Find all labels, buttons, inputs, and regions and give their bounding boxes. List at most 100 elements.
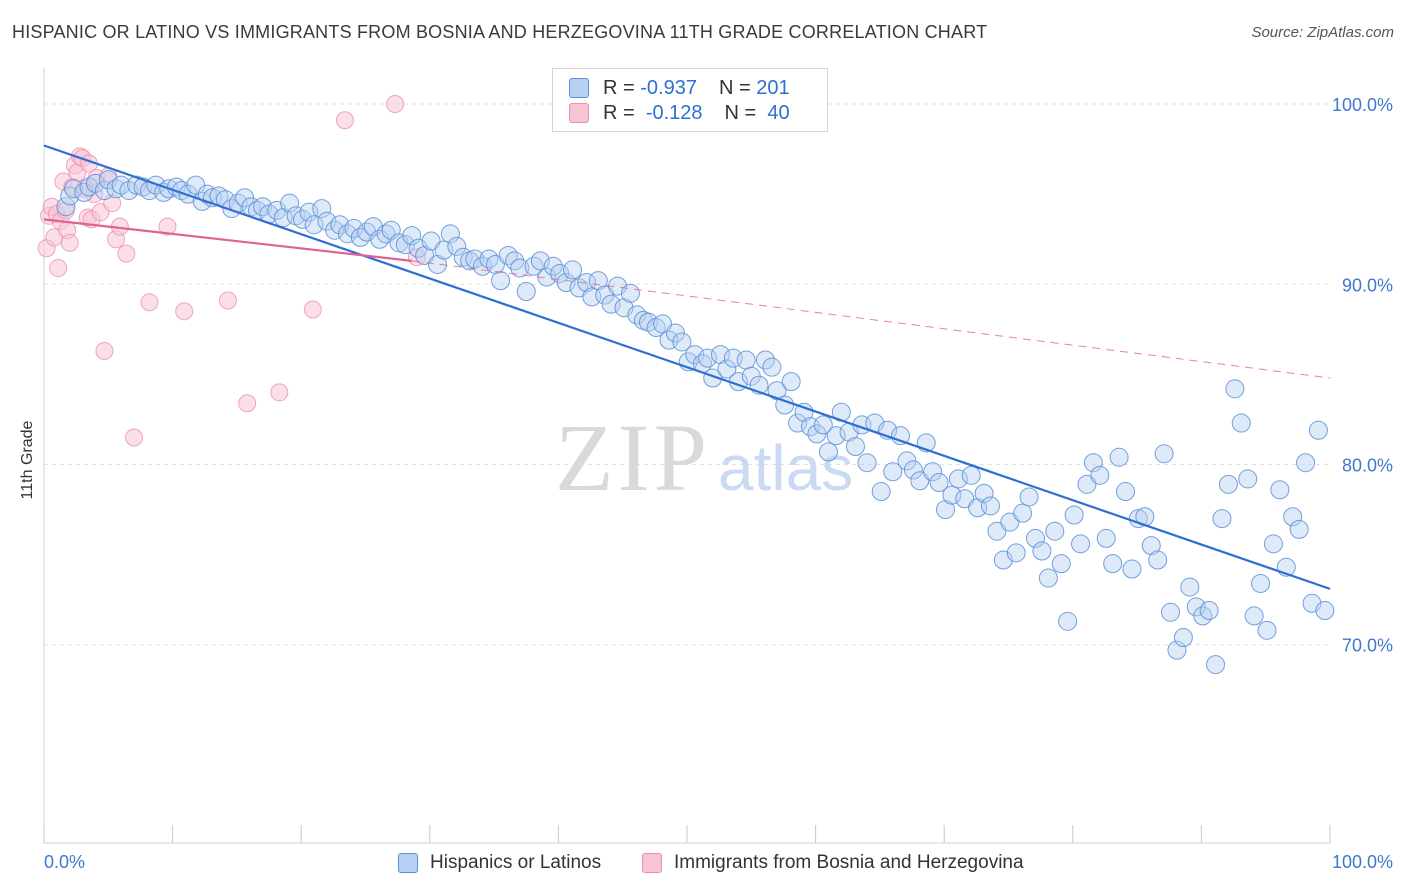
data-point-hispanic — [1103, 554, 1123, 574]
data-point-hispanic — [543, 256, 563, 276]
data-point-hispanic — [1083, 453, 1103, 473]
data-point-hispanic — [672, 332, 692, 352]
data-point-hispanic — [1019, 487, 1039, 507]
data-point-hispanic — [845, 436, 865, 456]
legend-swatch-blue — [569, 78, 589, 98]
data-point-bosnia — [175, 302, 194, 321]
data-point-hispanic — [736, 350, 756, 370]
data-point-hispanic — [350, 227, 370, 247]
data-point-hispanic — [524, 256, 544, 276]
blue-series-points — [56, 170, 1335, 675]
data-point-bosnia — [95, 341, 114, 360]
data-point-hispanic — [127, 175, 147, 195]
data-point-hispanic — [903, 460, 923, 480]
data-point-hispanic — [601, 294, 621, 314]
data-point-hispanic — [447, 236, 467, 256]
data-point-hispanic — [510, 258, 530, 278]
data-point-hispanic — [440, 224, 460, 244]
y-tick-label: 80.0% — [1342, 456, 1393, 476]
bottom-legend-bosnia[interactable]: Immigrants from Bosnia and Herzegovina — [642, 852, 1024, 874]
data-point-hispanic — [788, 413, 808, 433]
data-point-hispanic — [1283, 507, 1303, 527]
watermark-atlas: atlas — [718, 432, 853, 504]
data-point-hispanic — [935, 500, 955, 520]
data-point-hispanic — [883, 462, 903, 482]
data-point-bosnia — [49, 259, 68, 278]
data-point-hispanic — [710, 345, 730, 365]
data-point-hispanic — [530, 251, 550, 271]
data-point-bosnia — [117, 244, 136, 263]
data-point-hispanic — [292, 209, 312, 229]
y-tick-label: 90.0% — [1342, 275, 1393, 295]
data-point-bosnia — [140, 293, 159, 312]
data-point-hispanic — [1096, 528, 1116, 548]
data-point-hispanic — [942, 485, 962, 505]
data-point-hispanic — [1251, 573, 1271, 593]
data-point-hispanic — [1045, 521, 1065, 541]
data-point-hispanic — [325, 220, 345, 240]
data-point-hispanic — [434, 240, 454, 260]
data-point-hispanic — [253, 197, 273, 217]
data-point-hispanic — [826, 426, 846, 446]
data-point-hispanic — [1296, 453, 1316, 473]
data-point-hispanic — [286, 206, 306, 226]
trend-line-hispanic — [43, 144, 1331, 590]
data-point-hispanic — [337, 224, 357, 244]
data-point-hispanic — [1257, 620, 1277, 640]
data-point-hispanic — [563, 260, 583, 280]
legend-n-label: N = — [718, 76, 751, 99]
data-point-hispanic — [1071, 534, 1091, 554]
data-point-hispanic — [1148, 550, 1168, 570]
data-point-hispanic — [620, 283, 640, 303]
data-point-hispanic — [1141, 536, 1161, 556]
legend-n-label: N = — [724, 101, 757, 124]
tick-labels: 100.0% 90.0% 80.0% 70.0% 0.0% 100.0% — [44, 95, 1393, 872]
data-point-hispanic — [1315, 601, 1335, 620]
bottom-legend-label: Hispanics or Latinos — [430, 852, 602, 873]
data-point-hispanic — [1090, 465, 1110, 485]
data-point-hispanic — [428, 254, 448, 274]
data-point-bosnia — [158, 217, 177, 236]
legend-n-value: 40 — [767, 101, 790, 124]
data-point-hispanic — [1154, 444, 1174, 464]
data-point-bosnia — [238, 394, 257, 413]
legend-r-value: -0.937 — [640, 76, 697, 99]
data-point-hispanic — [1058, 611, 1078, 631]
data-point-hispanic — [222, 199, 242, 219]
legend-swatch-pink — [569, 103, 589, 123]
data-point-hispanic — [1206, 655, 1226, 675]
watermark-zip: ZIP — [555, 404, 711, 511]
trend-line-bosnia-extension — [411, 260, 1331, 379]
data-point-hispanic — [556, 272, 576, 292]
data-point-hispanic — [929, 473, 949, 493]
data-point-hispanic — [1289, 519, 1309, 539]
data-point-hispanic — [961, 465, 981, 485]
data-point-hispanic — [980, 496, 1000, 516]
data-point-hispanic — [1244, 606, 1264, 626]
chart-title: HISPANIC OR LATINO VS IMMIGRANTS FROM BO… — [12, 22, 988, 42]
data-point-hispanic — [1225, 379, 1245, 399]
bottom-legend-hispanic[interactable]: Hispanics or Latinos — [398, 852, 601, 874]
data-point-hispanic — [923, 462, 943, 482]
x-tick-label-end: 100.0% — [1332, 852, 1393, 872]
bottom-legend-swatch-blue — [398, 853, 418, 873]
data-point-hispanic — [498, 245, 518, 265]
data-point-hispanic — [1032, 541, 1052, 561]
pink-series-points — [37, 95, 426, 447]
data-point-hispanic — [1038, 568, 1058, 588]
data-point-hispanic — [1263, 534, 1283, 554]
data-point-hispanic — [1218, 474, 1238, 494]
data-point-hispanic — [1231, 413, 1251, 433]
data-point-hispanic — [857, 453, 877, 473]
data-point-hispanic — [813, 415, 833, 435]
legend-r-value: -0.128 — [645, 101, 703, 124]
bottom-legend: Hispanics or Latinos Immigrants from Bos… — [0, 852, 1406, 878]
data-point-hispanic — [299, 202, 319, 222]
data-point-hispanic — [1006, 543, 1026, 563]
data-point-hispanic — [948, 469, 968, 489]
data-point-hispanic — [1173, 628, 1193, 648]
data-point-hispanic — [1238, 469, 1258, 489]
data-point-hispanic — [627, 305, 647, 325]
data-point-hispanic — [1193, 606, 1213, 626]
